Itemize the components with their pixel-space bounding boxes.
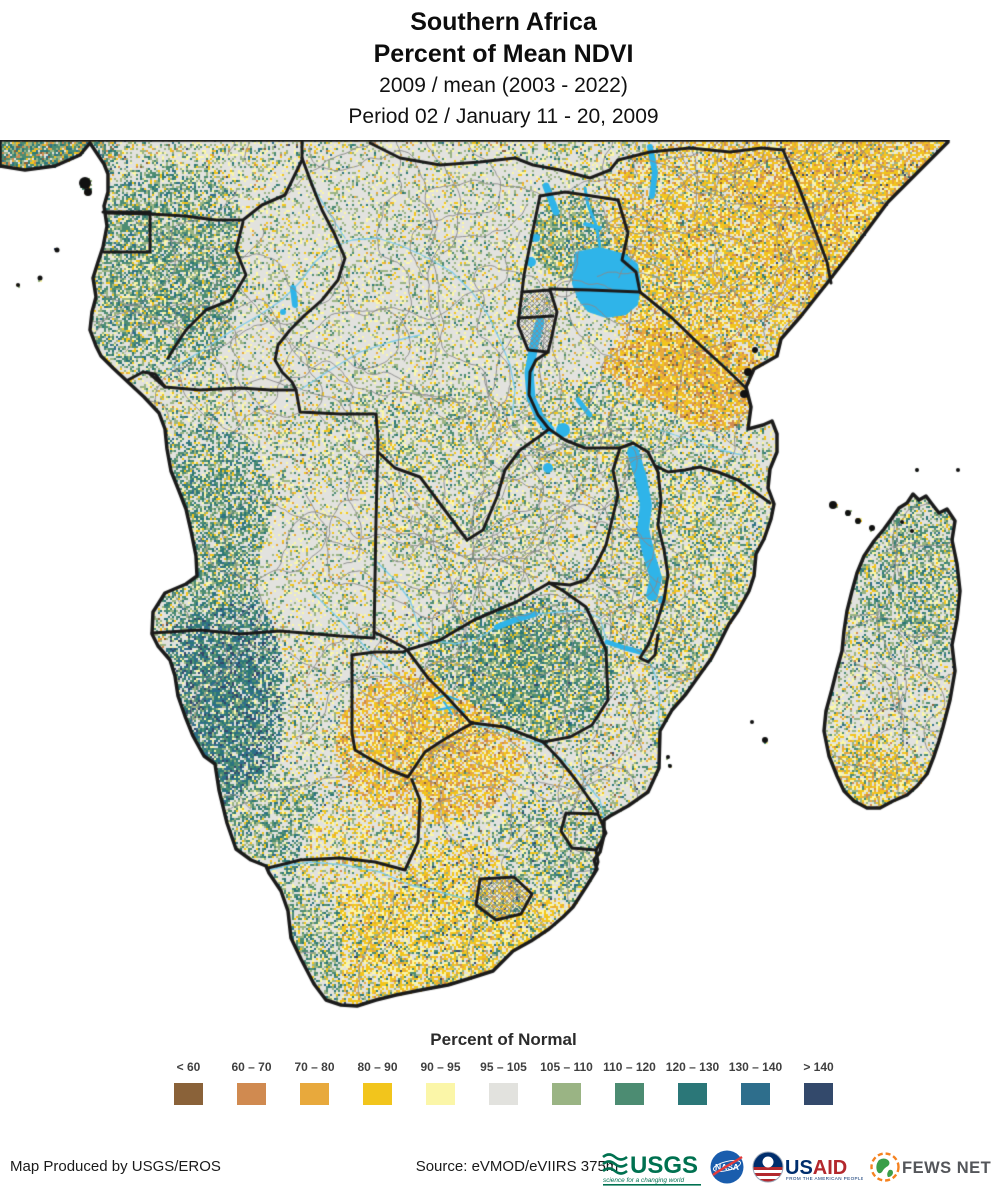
legend-class: 70 – 80 bbox=[283, 1060, 346, 1105]
legend: Percent of Normal < 60 60 – 70 70 – 80 80 –… bbox=[0, 1030, 1007, 1105]
legend-class: 95 – 105 bbox=[472, 1060, 535, 1105]
legend-class-swatch bbox=[237, 1083, 266, 1105]
legend-class-swatch bbox=[489, 1083, 518, 1105]
legend-class-swatch bbox=[174, 1083, 203, 1105]
legend-class-label: 110 – 120 bbox=[603, 1060, 656, 1074]
logo-row: USGS science for a changing world NASA bbox=[601, 1148, 1001, 1186]
legend-class: > 140 bbox=[787, 1060, 850, 1105]
legend-class: < 60 bbox=[157, 1060, 220, 1105]
usaid-text-aid: AID bbox=[813, 1157, 847, 1179]
usgs-wave-icon bbox=[602, 1153, 628, 1175]
map-region bbox=[0, 140, 1007, 1021]
legend-class: 90 – 95 bbox=[409, 1060, 472, 1105]
usaid-tagline: FROM THE AMERICAN PEOPLE bbox=[786, 1176, 863, 1181]
usgs-logo-text: USGS bbox=[630, 1152, 698, 1179]
legend-class-swatch bbox=[804, 1083, 833, 1105]
usgs-logo: USGS science for a changing world bbox=[601, 1148, 703, 1186]
subtitle-period-dates: Period 02 / January 11 - 20, 2009 bbox=[348, 105, 659, 128]
legend-class-label: < 60 bbox=[176, 1060, 201, 1074]
legend-class-label: 80 – 90 bbox=[357, 1060, 398, 1074]
legend-class-swatch bbox=[426, 1083, 455, 1105]
legend-class-swatch bbox=[363, 1083, 392, 1105]
legend-class-label: 95 – 105 bbox=[480, 1060, 527, 1074]
legend-class: 110 – 120 bbox=[598, 1060, 661, 1105]
legend-class: 80 – 90 bbox=[346, 1060, 409, 1105]
fewsnet-logo: FEWS NET bbox=[869, 1149, 1001, 1185]
legend-class: 60 – 70 bbox=[220, 1060, 283, 1105]
title-region: Southern Africa bbox=[410, 8, 597, 36]
fewsnet-logo-text: FEWS NET bbox=[902, 1159, 991, 1177]
usaid-logo: USAID FROM THE AMERICAN PEOPLE bbox=[751, 1149, 863, 1185]
legend-class-swatch bbox=[678, 1083, 707, 1105]
title-product: Percent of Mean NDVI bbox=[373, 40, 634, 68]
svg-text:USAID: USAID bbox=[785, 1157, 847, 1179]
nasa-logo: NASA bbox=[709, 1149, 745, 1185]
legend-class-label: 120 – 130 bbox=[665, 1060, 720, 1074]
legend-classes: < 60 60 – 70 70 – 80 80 – 90 90 – 95 95 – 105… bbox=[0, 1060, 1007, 1105]
legend-class-swatch bbox=[741, 1083, 770, 1105]
legend-class: 120 – 130 bbox=[661, 1060, 724, 1105]
legend-class-label: 105 – 110 bbox=[540, 1060, 593, 1074]
legend-class-label: > 140 bbox=[803, 1060, 834, 1074]
legend-class: 130 – 140 bbox=[724, 1060, 787, 1105]
legend-class: 105 – 110 bbox=[535, 1060, 598, 1105]
footer: Map Produced by USGS/EROS Source: eVMOD/… bbox=[0, 1140, 1007, 1195]
legend-class-label: 130 – 140 bbox=[728, 1060, 783, 1074]
usgs-tagline: science for a changing world bbox=[603, 1177, 684, 1184]
legend-class-label: 60 – 70 bbox=[231, 1060, 272, 1074]
subtitle-period-ratio: 2009 / mean (2003 - 2022) bbox=[379, 74, 628, 97]
map-header: Southern Africa Percent of Mean NDVI 200… bbox=[0, 6, 1007, 132]
legend-class-swatch bbox=[300, 1083, 329, 1105]
usaid-text-us: US bbox=[785, 1157, 813, 1179]
ndvi-raster-map bbox=[0, 140, 1007, 1021]
legend-class-label: 70 – 80 bbox=[294, 1060, 335, 1074]
source-text: Source: eVMOD/eVIIRS 375m bbox=[415, 1158, 619, 1175]
legend-class-swatch bbox=[552, 1083, 581, 1105]
legend-title: Percent of Normal bbox=[430, 1030, 577, 1049]
legend-class-swatch bbox=[615, 1083, 644, 1105]
legend-class-label: 90 – 95 bbox=[420, 1060, 461, 1074]
produced-by-text: Map Produced by USGS/EROS bbox=[10, 1158, 221, 1175]
